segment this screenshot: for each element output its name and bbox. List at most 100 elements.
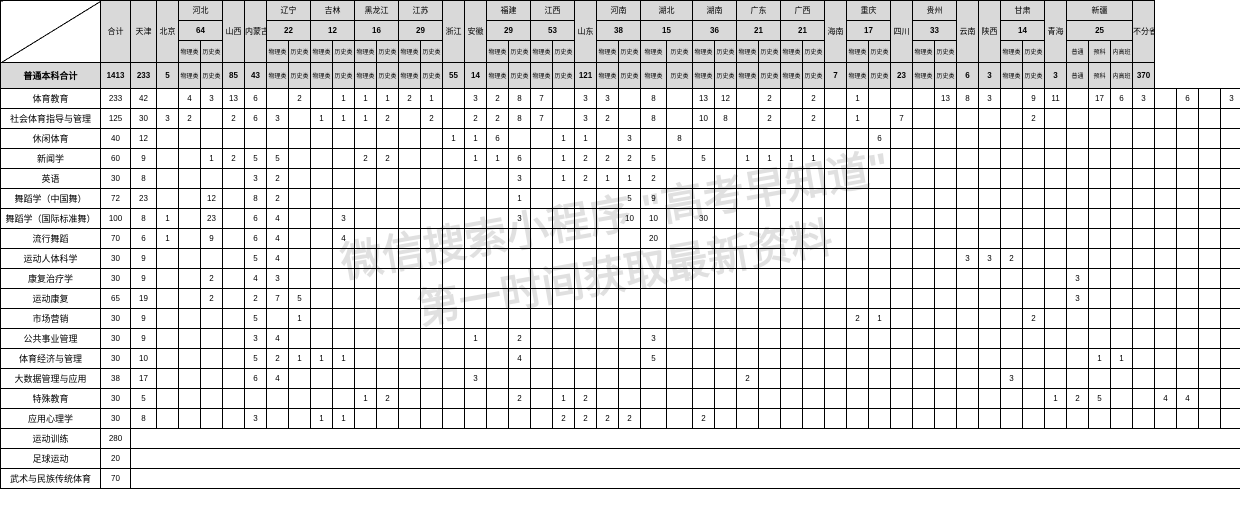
cell [575,309,597,329]
cell [421,369,443,389]
cell [487,369,509,389]
cell [1133,269,1155,289]
row-label: 英语 [1,169,101,189]
cell [957,169,979,189]
cell [333,369,355,389]
cell [979,209,1001,229]
cell [157,289,179,309]
cell [935,249,957,269]
cell: 4 [333,229,355,249]
col-jilin: 吉林 [311,1,355,21]
cell: 1 [333,109,355,129]
cell [311,89,333,109]
cell: 2 [597,109,619,129]
cell: 3 [957,249,979,269]
cell [891,209,913,229]
cell [1155,409,1177,429]
cell [847,269,869,289]
cell [957,269,979,289]
cell [597,289,619,309]
cell [1177,229,1199,249]
cell [869,189,891,209]
cell [913,89,935,109]
cell [1221,229,1240,249]
cell [1067,129,1089,149]
cell [1089,129,1111,149]
cell [1001,169,1023,189]
cell [201,389,223,409]
cell [825,149,847,169]
cell [1045,249,1067,269]
cell: 8 [641,89,667,109]
cell: 2 [847,309,869,329]
cell: 8 [131,169,157,189]
cell [355,209,377,229]
cell: 3 [575,109,597,129]
cell [1067,349,1089,369]
cell [311,369,333,389]
cell [957,189,979,209]
cell: 5 [245,249,267,269]
cell: 1 [597,169,619,189]
cell [377,129,399,149]
cell: 9 [131,269,157,289]
cell [737,389,759,409]
cell [223,349,245,369]
cell: 2 [597,149,619,169]
cell [737,269,759,289]
cell: 6 [245,109,267,129]
cell [355,309,377,329]
cell: 4 [267,369,289,389]
cell [781,269,803,289]
cell: 2 [223,109,245,129]
cell [847,189,869,209]
cell [179,149,201,169]
cell: 30 [101,329,131,349]
cell [1089,269,1111,289]
cell [737,189,759,209]
cell: 6 [131,229,157,249]
cell [641,309,667,329]
cell [667,249,693,269]
cell [487,229,509,249]
cell: 7 [531,109,553,129]
cell [1111,289,1133,309]
table-row: 新闻学60912552211612225511113 [1,149,1240,169]
cell [759,209,781,229]
cell [737,249,759,269]
cell: 5 [289,289,311,309]
cell [355,269,377,289]
cell [311,149,333,169]
cell: 3 [267,269,289,289]
cell: 2 [1067,389,1089,409]
cell: 2 [465,109,487,129]
cell: 2 [803,109,825,129]
cell: 30 [101,169,131,189]
cell [759,349,781,369]
cell [891,129,913,149]
col-guizhou: 贵州 [913,1,957,21]
cell: 6 [1111,89,1133,109]
cell [759,409,781,429]
cell [1221,109,1240,129]
cell [487,409,509,429]
cell: 4 [1155,389,1177,409]
table-body: 体育教育233424313621112132873381312221138391… [1,89,1240,489]
cell [979,229,1001,249]
cell [1089,229,1111,249]
cell [847,169,869,189]
cell [1133,329,1155,349]
cell: 10 [619,209,641,229]
cell [509,249,531,269]
cell: 1 [311,409,333,429]
cell [781,129,803,149]
cell: 1 [289,309,311,329]
cell [781,389,803,409]
cell: 17 [1089,89,1111,109]
cell [641,289,667,309]
cell [715,249,737,269]
cell [157,309,179,329]
cell [333,269,355,289]
cell [1133,169,1155,189]
cell [1155,289,1177,309]
